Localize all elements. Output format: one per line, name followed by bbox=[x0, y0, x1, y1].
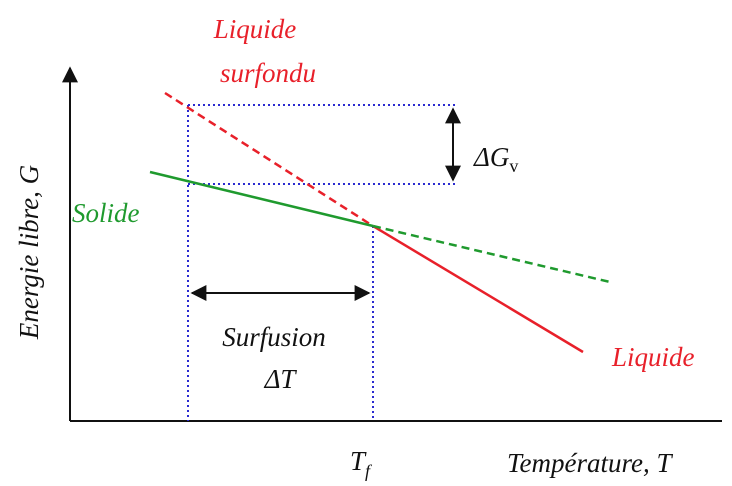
liquid-line bbox=[372, 224, 584, 354]
label: Solide bbox=[72, 198, 140, 228]
label: ΔT bbox=[264, 364, 298, 394]
solid-dashed bbox=[372, 224, 611, 284]
label: ΔGv bbox=[473, 142, 518, 176]
label-main: ΔG bbox=[473, 142, 509, 172]
tf-label: Tf bbox=[350, 446, 373, 481]
label-sub: f bbox=[365, 461, 373, 481]
y-axis-label: Energie libre, G bbox=[14, 165, 44, 340]
label: surfondu bbox=[220, 58, 316, 88]
label-sub: v bbox=[509, 156, 518, 176]
liquid-dashed bbox=[164, 91, 374, 228]
label-main: T bbox=[350, 446, 367, 476]
label: Liquide bbox=[213, 14, 297, 44]
x-axis-label: Température, T bbox=[507, 448, 674, 478]
label: Surfusion bbox=[222, 322, 326, 352]
label: Liquide bbox=[611, 342, 695, 372]
solid-line bbox=[149, 170, 374, 228]
guides bbox=[187, 104, 455, 421]
